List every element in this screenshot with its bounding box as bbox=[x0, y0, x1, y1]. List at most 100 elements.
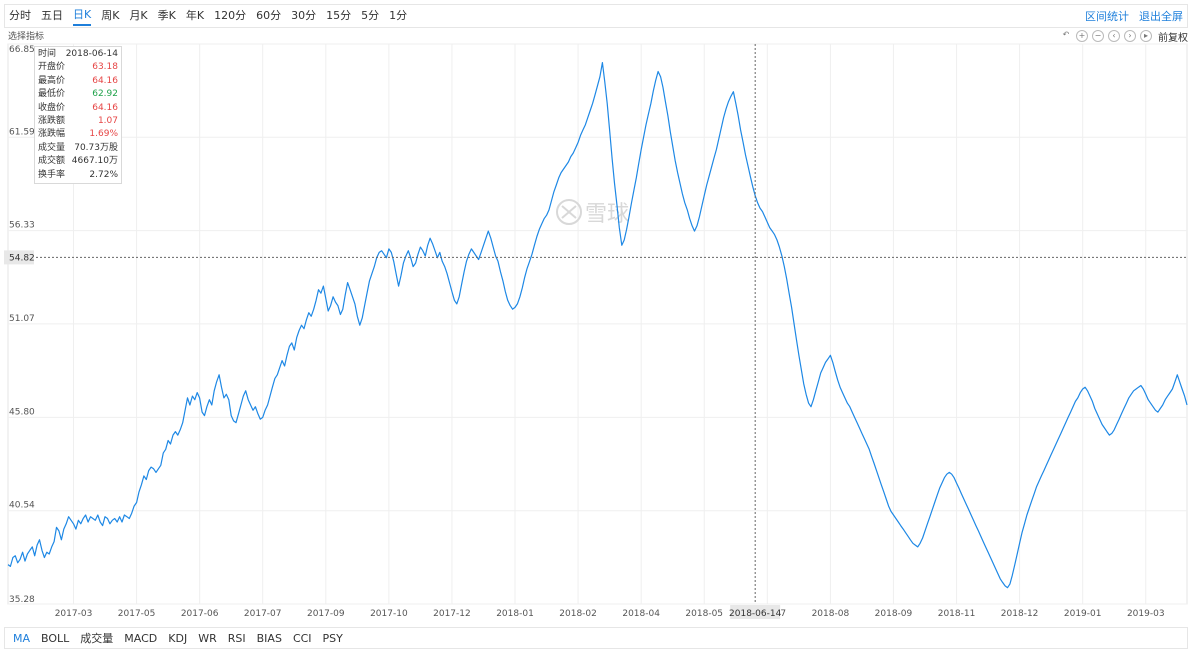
watermark-text: 雪球 bbox=[585, 202, 629, 227]
x-tick-label: 2018-01 bbox=[496, 609, 534, 619]
play-icon[interactable]: ▸ bbox=[1140, 30, 1152, 42]
x-tick-label: 2018-05 bbox=[685, 609, 723, 619]
tooltip-row: 时间 2018-06-14 bbox=[38, 48, 118, 61]
snowball-logo-icon bbox=[556, 199, 582, 225]
pan-right-icon[interactable]: › bbox=[1124, 30, 1136, 42]
tooltip-value: 62.92 bbox=[92, 89, 118, 100]
period-tab[interactable]: 分时 bbox=[9, 9, 31, 22]
period-tab[interactable]: 1分 bbox=[389, 9, 408, 22]
x-tick-label: 2018-09 bbox=[875, 609, 913, 619]
tooltip-label: 最高价 bbox=[38, 75, 66, 86]
indicator-tab[interactable]: RSI bbox=[227, 631, 246, 645]
y-tick-label: 45.80 bbox=[9, 407, 35, 417]
exit-fullscreen-link[interactable]: 退出全屏 bbox=[1139, 10, 1183, 23]
zoom-in-icon[interactable]: + bbox=[1076, 30, 1088, 42]
x-tick-label: 2017-10 bbox=[370, 609, 408, 619]
indicator-tab[interactable]: KDJ bbox=[168, 631, 188, 645]
period-tab[interactable]: 5分 bbox=[361, 9, 380, 22]
y-tick-label: 35.28 bbox=[9, 595, 35, 605]
tooltip-value: 64.16 bbox=[92, 102, 118, 113]
indicator-tab[interactable]: 成交量 bbox=[80, 632, 114, 645]
tooltip-row: 收盘价 64.16 bbox=[38, 102, 118, 115]
indicator-tab[interactable]: MACD bbox=[124, 631, 158, 645]
y-tick-label: 66.85 bbox=[9, 45, 35, 55]
crosshair-x-label-bg bbox=[730, 605, 781, 619]
x-tick-label: 2017-06 bbox=[181, 609, 219, 619]
x-tick-label: 2017-12 bbox=[433, 609, 471, 619]
indicator-tab[interactable]: PSY bbox=[322, 631, 343, 645]
tooltip-value: 4667.10万 bbox=[71, 156, 118, 167]
tooltip-label: 成交额 bbox=[38, 156, 66, 167]
tooltip-label: 收盘价 bbox=[38, 102, 66, 113]
crosshair: 54.82 2018-06-14 bbox=[4, 44, 1187, 619]
period-toolbar: 分时 五日 日K 周K 月K 季K 年K 120分 60分 30分 15分 5分 1分 区间统计 退出全… bbox=[4, 4, 1188, 28]
tooltip-value: 64.16 bbox=[92, 75, 118, 86]
tooltip-row: 最低价 62.92 bbox=[38, 88, 118, 101]
tooltip-label: 时间 bbox=[38, 49, 57, 59]
period-tab[interactable]: 月K bbox=[129, 9, 148, 22]
tooltip-label: 最低价 bbox=[38, 89, 66, 100]
zoom-out-icon[interactable]: − bbox=[1092, 30, 1104, 42]
chart-tools: ↶ + − ‹ › ▸ 前复权 bbox=[1056, 29, 1188, 44]
period-tab[interactable]: 120分 bbox=[214, 9, 247, 22]
undo-icon[interactable]: ↶ bbox=[1062, 30, 1070, 39]
period-tab[interactable]: 周K bbox=[101, 9, 120, 22]
y-tick-label: 61.59 bbox=[9, 127, 35, 137]
data-tooltip: 时间 2018-06-14 开盘价 63.18 最高价 64.16 最低价 62.92 收盘价 6… bbox=[34, 46, 122, 184]
x-tick-label: 2017-05 bbox=[118, 609, 156, 619]
tooltip-value: 70.73万股 bbox=[74, 142, 118, 153]
x-tick-label: 2019-03 bbox=[1127, 609, 1165, 619]
y-tick-label: 40.54 bbox=[9, 501, 35, 511]
period-tab[interactable]: 五日 bbox=[41, 9, 63, 22]
y-tick-label: 56.33 bbox=[9, 221, 35, 231]
x-tick-label: 2018-12 bbox=[1001, 609, 1039, 619]
x-tick-label: 2017-09 bbox=[307, 609, 345, 619]
tooltip-value: 63.18 bbox=[92, 62, 118, 73]
top-actions: 区间统计 退出全屏 bbox=[1075, 5, 1183, 27]
tooltip-row: 最高价 64.16 bbox=[38, 75, 118, 88]
period-tab[interactable]: 季K bbox=[157, 9, 176, 22]
watermark: 雪球 bbox=[556, 199, 629, 227]
period-tab[interactable]: 30分 bbox=[291, 9, 317, 22]
tooltip-row: 成交额 4667.10万 bbox=[38, 155, 118, 168]
tooltip-label: 换手率 bbox=[38, 169, 66, 180]
tooltip-row: 成交量 70.73万股 bbox=[38, 142, 118, 155]
indicator-tab[interactable]: WR bbox=[198, 631, 217, 645]
period-tab[interactable]: 15分 bbox=[326, 9, 352, 22]
tooltip-value: 1.07 bbox=[97, 116, 118, 127]
series-layer bbox=[7, 61, 1188, 589]
adjust-mode-button[interactable]: 前复权 bbox=[1158, 32, 1188, 44]
tooltip-row: 涨跌额 1.07 bbox=[38, 115, 118, 128]
indicator-tab[interactable]: MA bbox=[13, 631, 31, 645]
axis-labels: 66.85 61.59 56.33 51.07 45.80 40.54 35.28 2017-… bbox=[9, 45, 1165, 619]
period-tab[interactable]: 日K bbox=[73, 6, 92, 26]
tooltip-label: 成交量 bbox=[38, 142, 66, 153]
indicator-tab[interactable]: BOLL bbox=[41, 631, 70, 645]
tooltip-value: 1.69% bbox=[89, 129, 118, 140]
tooltip-value: 2018-06-14 bbox=[65, 49, 118, 59]
indicator-tab[interactable]: BIAS bbox=[256, 631, 282, 645]
x-tick-label: 2018-04 bbox=[622, 609, 660, 619]
pan-left-icon[interactable]: ‹ bbox=[1108, 30, 1120, 42]
indicator-select[interactable]: 选择指标 bbox=[8, 32, 45, 42]
x-tick-label: 2017-03 bbox=[55, 609, 93, 619]
tooltip-row: 开盘价 63.18 bbox=[38, 61, 118, 74]
x-tick-label: 2017-07 bbox=[244, 609, 282, 619]
tooltip-value: 2.72% bbox=[89, 169, 118, 180]
x-tick-label: 2018-11 bbox=[938, 609, 976, 619]
price-line bbox=[7, 61, 1188, 589]
y-tick-label: 51.07 bbox=[9, 314, 35, 324]
grid-lines bbox=[7, 43, 1188, 605]
period-tab[interactable]: 60分 bbox=[256, 9, 282, 22]
indicator-tab[interactable]: CCI bbox=[292, 631, 312, 645]
range-stats-link[interactable]: 区间统计 bbox=[1085, 10, 1129, 23]
period-tabs: 分时 五日 日K 周K 月K 季K 年K 120分 60分 30分 15分 5分 1分 bbox=[9, 5, 417, 27]
crosshair-x-label: 2018-06-14 bbox=[729, 609, 782, 619]
x-tick-label: 2018-08 bbox=[812, 609, 850, 619]
x-tick-label: 2019-01 bbox=[1064, 609, 1102, 619]
crosshair-y-label: 54.82 bbox=[9, 253, 35, 263]
tooltip-row: 涨跌幅 1.69% bbox=[38, 128, 118, 141]
period-tab[interactable]: 年K bbox=[185, 9, 205, 22]
tooltip-label: 涨跌额 bbox=[38, 116, 66, 127]
